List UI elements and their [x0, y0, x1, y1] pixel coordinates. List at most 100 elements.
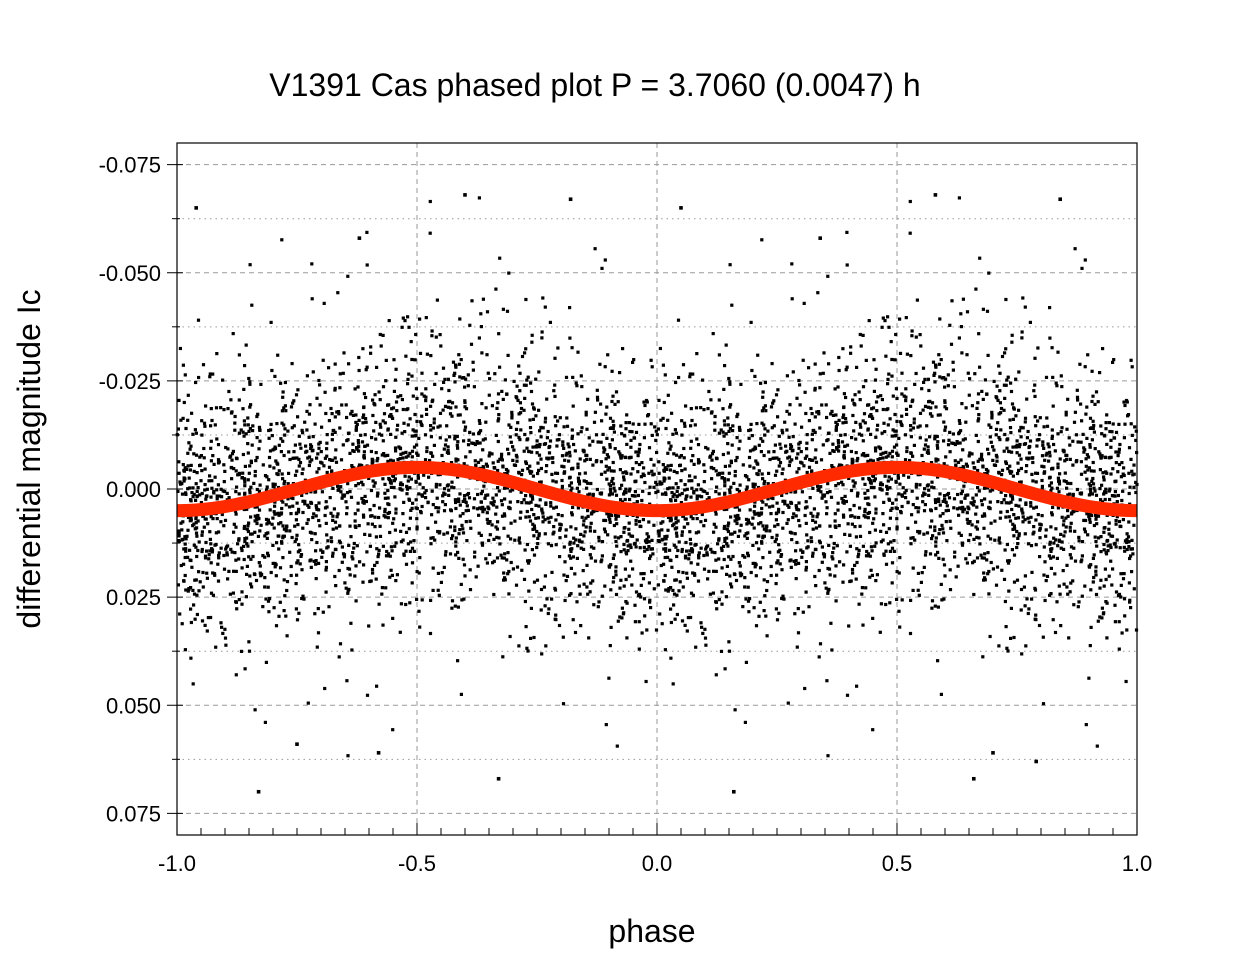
data-point — [933, 528, 937, 533]
data-point — [951, 432, 955, 436]
data-point — [714, 558, 718, 562]
data-point — [545, 464, 549, 468]
data-point — [243, 364, 247, 368]
data-point — [378, 332, 382, 337]
data-point — [386, 502, 390, 506]
data-point — [464, 455, 468, 459]
data-point — [538, 480, 542, 484]
data-point — [535, 439, 539, 443]
data-point — [460, 523, 464, 527]
data-point — [380, 433, 384, 437]
data-point — [858, 524, 862, 528]
data-point — [176, 583, 180, 587]
data-point — [1008, 519, 1013, 523]
data-point — [717, 472, 721, 477]
data-point — [1087, 515, 1091, 519]
data-point — [1082, 527, 1087, 531]
data-point — [466, 443, 471, 447]
data-point — [543, 420, 547, 424]
data-point — [912, 443, 916, 447]
data-point — [767, 505, 772, 509]
data-point — [728, 380, 732, 384]
data-point — [891, 428, 895, 432]
data-point — [811, 527, 815, 531]
data-point — [989, 440, 993, 444]
data-point — [1125, 628, 1129, 632]
data-point — [349, 412, 353, 416]
data-point — [997, 435, 1001, 440]
data-point — [1124, 398, 1129, 403]
data-point — [663, 573, 667, 578]
data-point — [391, 474, 395, 478]
data-point — [672, 592, 677, 596]
data-point — [462, 563, 467, 567]
data-point — [380, 586, 384, 590]
data-point — [1007, 589, 1011, 593]
data-point — [674, 578, 678, 582]
data-point — [1050, 547, 1054, 551]
data-point — [942, 439, 946, 443]
data-point — [721, 430, 725, 434]
data-point — [431, 536, 435, 540]
data-point — [514, 583, 519, 587]
data-point — [325, 441, 329, 445]
data-point — [280, 238, 284, 242]
data-point — [220, 495, 224, 499]
data-point — [1103, 567, 1107, 571]
data-point — [914, 485, 918, 489]
data-point — [1122, 597, 1127, 601]
data-point — [652, 472, 656, 476]
data-point — [998, 401, 1002, 405]
data-point — [1084, 457, 1088, 461]
data-point — [876, 458, 880, 462]
data-point — [531, 445, 535, 449]
data-point — [662, 400, 666, 405]
data-point — [201, 514, 205, 518]
data-point — [981, 307, 985, 311]
data-point — [933, 525, 937, 529]
data-point — [237, 598, 241, 602]
data-point — [980, 556, 984, 560]
data-point — [1127, 520, 1131, 524]
data-point — [544, 470, 548, 474]
data-point — [522, 498, 526, 502]
data-point — [561, 443, 565, 447]
data-point — [697, 556, 701, 560]
data-point — [513, 463, 518, 467]
data-point — [988, 489, 992, 493]
data-point — [443, 404, 448, 408]
data-point — [689, 439, 693, 443]
data-point — [350, 409, 354, 413]
data-point — [339, 458, 344, 462]
data-point — [281, 477, 285, 481]
data-point — [699, 487, 703, 491]
data-point — [375, 459, 379, 463]
data-point — [595, 487, 599, 492]
data-point — [399, 452, 403, 456]
data-point — [468, 450, 472, 454]
data-point — [756, 353, 760, 357]
data-point — [578, 472, 582, 476]
data-point — [621, 612, 625, 616]
data-point — [726, 544, 730, 548]
data-point — [983, 486, 987, 490]
data-point — [266, 585, 270, 589]
data-point — [909, 542, 913, 546]
data-point — [325, 505, 329, 509]
data-point — [259, 382, 263, 386]
data-point — [1059, 430, 1063, 434]
data-point — [462, 420, 466, 424]
data-point — [752, 526, 756, 530]
data-point — [937, 499, 941, 503]
data-point — [1021, 426, 1025, 430]
data-point — [429, 451, 433, 455]
data-point — [977, 413, 981, 417]
data-point — [654, 429, 658, 433]
data-point — [785, 428, 789, 432]
data-point — [326, 545, 330, 549]
data-point — [399, 481, 403, 485]
data-point — [738, 564, 742, 568]
data-point — [1014, 516, 1018, 520]
data-point — [844, 368, 848, 372]
